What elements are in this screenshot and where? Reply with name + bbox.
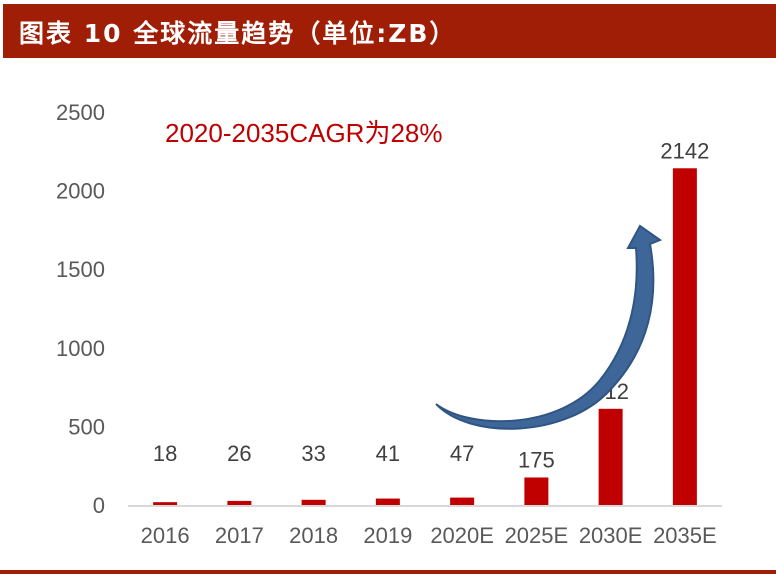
data-label: 41 <box>376 441 400 466</box>
y-tick-label: 1000 <box>56 336 105 361</box>
y-tick-label: 0 <box>93 493 105 518</box>
data-label: 175 <box>518 447 555 472</box>
x-tick-label: 2019 <box>363 523 412 548</box>
bar <box>598 408 623 505</box>
title-bar: 图表 10 全球流量趋势（单位:ZB） <box>3 4 776 58</box>
data-label: 47 <box>450 441 474 466</box>
x-tick-label: 2025E <box>505 523 569 548</box>
x-tick-label: 2030E <box>579 523 643 548</box>
y-tick-label: 1500 <box>56 257 105 282</box>
y-tick-label: 2000 <box>56 179 105 204</box>
bar <box>227 500 252 505</box>
bar <box>672 168 697 506</box>
x-tick-label: 2035E <box>653 523 717 548</box>
y-tick-label: 500 <box>68 414 105 439</box>
x-tick-label: 2016 <box>141 523 190 548</box>
bar <box>375 498 400 505</box>
x-tick-label: 2017 <box>215 523 264 548</box>
bar <box>301 499 326 505</box>
data-label: 26 <box>227 441 251 466</box>
data-label: 33 <box>301 441 325 466</box>
bottom-rule <box>0 570 776 574</box>
cagr-arrow-icon <box>435 224 663 430</box>
data-label: 18 <box>153 441 177 466</box>
cagr-annotation: 2020-2035CAGR为28% <box>165 118 443 148</box>
y-tick-label: 2500 <box>56 100 105 125</box>
bar <box>153 502 178 505</box>
bar <box>524 477 549 505</box>
bar <box>450 497 475 505</box>
data-label: 2142 <box>660 138 709 163</box>
x-tick-label: 2020E <box>430 523 494 548</box>
chart-title: 图表 10 全球流量趋势（单位:ZB） <box>19 19 457 48</box>
x-tick-label: 2018 <box>289 523 338 548</box>
